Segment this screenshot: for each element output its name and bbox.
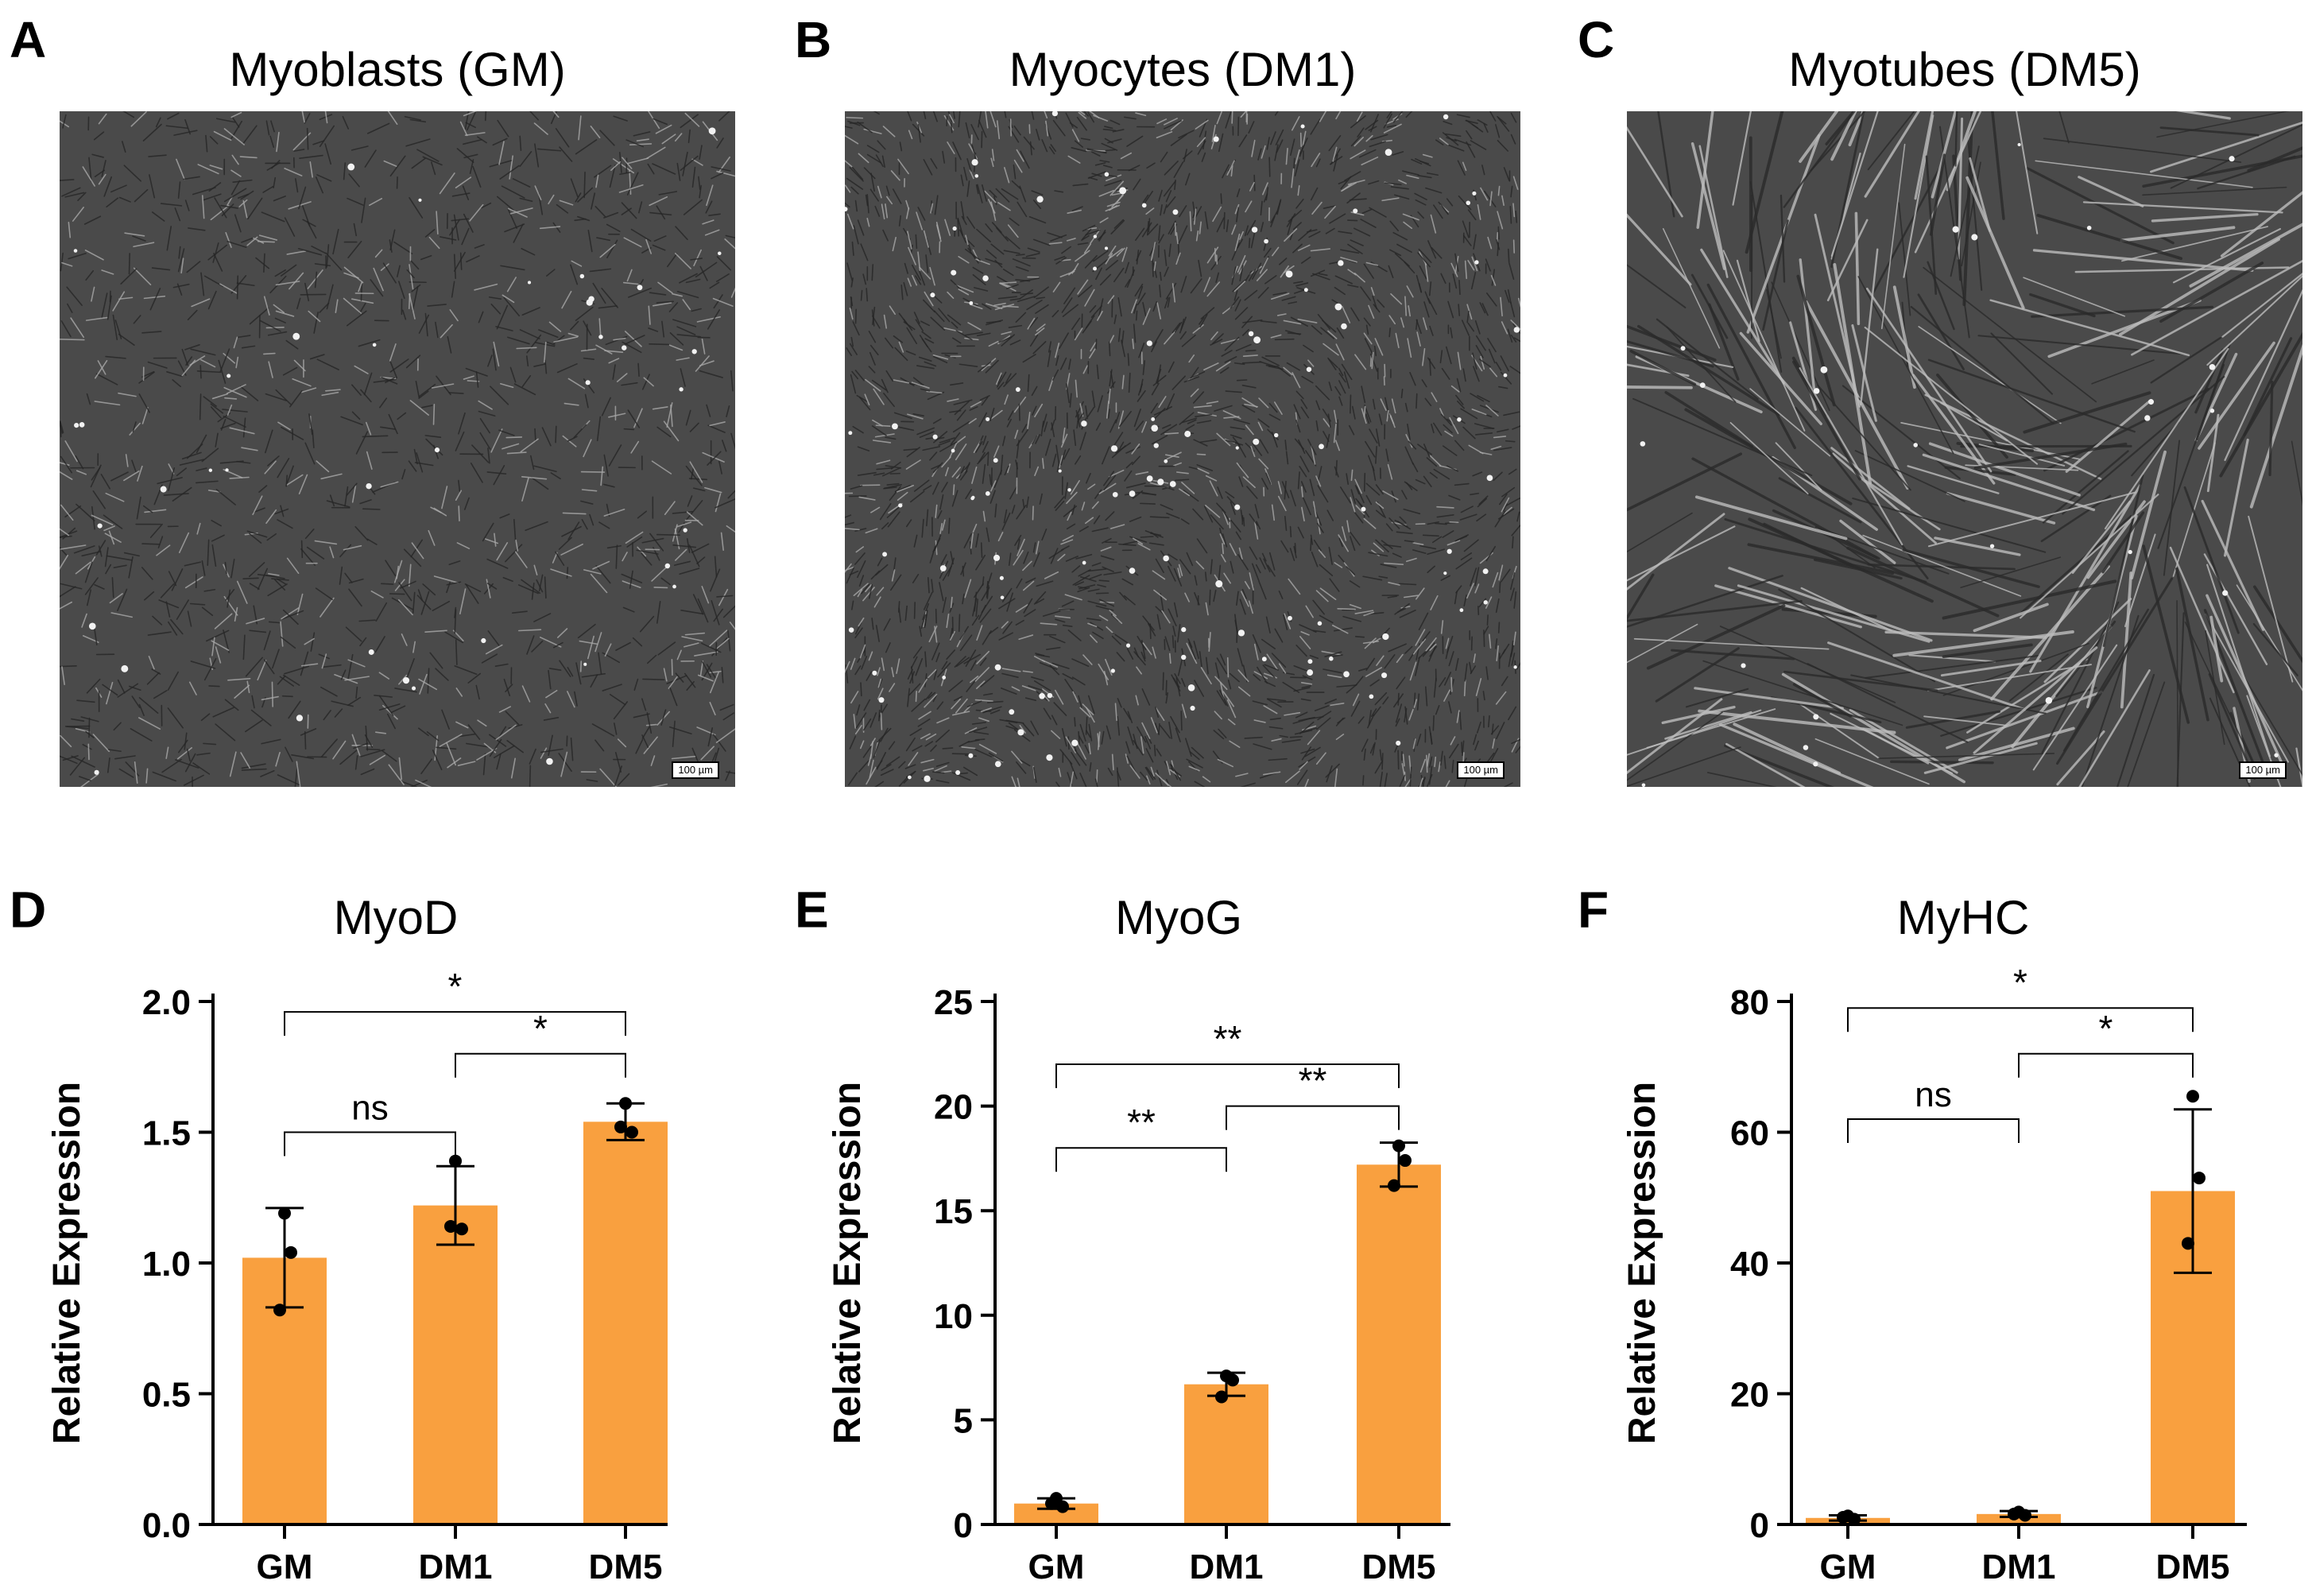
significance-label: ns (351, 1089, 388, 1128)
bar-charts: D MyoD Relative Expression 0.0 0.5 1.0 1.5 2.0 G… (10, 881, 2247, 1586)
significance-bracket (284, 1011, 626, 1036)
scale-bar: 100 µm (1457, 761, 1505, 779)
bar-dm5 (1357, 1164, 1441, 1524)
y-axis-label: Relative Expression (1621, 1082, 1663, 1444)
chart-title: MyoD (334, 891, 459, 944)
x-tick-label: GM (1820, 1548, 1876, 1586)
data-point (2182, 1237, 2194, 1250)
micrograph-title-c: Myotubes (DM5) (1788, 43, 2141, 96)
cell-texture (845, 111, 1520, 787)
data-point (1837, 1510, 1849, 1524)
data-point (1848, 1513, 1861, 1526)
panel-letter: E (795, 881, 829, 938)
significance-label: * (2099, 1008, 2113, 1049)
x-tick-label: DM1 (419, 1548, 493, 1586)
data-point (2186, 1090, 2199, 1103)
x-tick-label: DM1 (1190, 1548, 1264, 1586)
data-point (619, 1097, 632, 1110)
data-point (278, 1207, 291, 1220)
significance-label: ** (1299, 1060, 1327, 1102)
y-tick-label: 60 (1730, 1114, 1769, 1153)
data-point (1388, 1179, 1400, 1192)
micrograph-myocytes: 100 µm (845, 111, 1520, 787)
cell-texture (1627, 111, 2302, 787)
significance-label: ns (1915, 1075, 1951, 1114)
significance-bracket (1226, 1105, 1400, 1130)
y-tick-label: 1.0 (142, 1245, 191, 1284)
significance-bracket (1847, 1118, 2020, 1144)
significance-bracket (455, 1052, 626, 1078)
data-point (444, 1219, 457, 1233)
micrograph-title-b: Myocytes (DM1) (1009, 43, 1357, 96)
data-point (285, 1245, 297, 1259)
data-point (1399, 1154, 1412, 1168)
data-point (2008, 1507, 2020, 1520)
significance-label: * (533, 1008, 548, 1049)
panel-letter: F (1578, 881, 1609, 938)
significance-bracket (284, 1131, 456, 1156)
data-point (1045, 1497, 1058, 1510)
panel-letter-c: C (1578, 11, 1615, 68)
chart-myhc: F MyHC Relative Expression 0 20 40 60 80 GM DM1 DM… (1578, 881, 2247, 1586)
x-tick-label: DM5 (1362, 1548, 1436, 1586)
bar-dm1 (1184, 1384, 1268, 1524)
significance-bracket (1055, 1063, 1400, 1088)
significance-label: * (448, 966, 463, 1007)
micrograph-myoblasts: 100 µm (60, 111, 735, 787)
y-tick-label: 20 (934, 1088, 973, 1127)
data-point (2193, 1172, 2206, 1185)
panel-letter-b: B (795, 11, 832, 68)
y-tick-label: 0 (1750, 1506, 1769, 1545)
data-point (614, 1120, 627, 1133)
y-tick-label: 15 (934, 1192, 973, 1231)
chart-myog: E MyoG Relative Expression 0 5 10 15 20 25 GM DM1 D… (795, 881, 1450, 1586)
data-point (1056, 1500, 1069, 1513)
scale-bar: 100 µm (672, 761, 719, 779)
data-point (1226, 1373, 1239, 1387)
significance-bracket (2018, 1052, 2194, 1078)
data-point (455, 1222, 468, 1236)
y-tick-label: 25 (934, 983, 973, 1022)
data-point (1392, 1139, 1405, 1152)
y-tick-label: 2.0 (142, 983, 191, 1022)
data-point (625, 1125, 638, 1139)
significance-bracket (1847, 1007, 2194, 1032)
y-tick-label: 5 (954, 1401, 973, 1440)
significance-label: ** (1214, 1018, 1242, 1059)
x-tick-label: GM (1028, 1548, 1085, 1586)
x-tick-label: DM1 (1982, 1548, 2056, 1586)
y-axis-label: Relative Expression (46, 1082, 88, 1444)
data-point (2019, 1509, 2031, 1522)
x-tick-label: GM (257, 1548, 313, 1586)
y-tick-label: 80 (1730, 983, 1769, 1022)
significance-bracket (1055, 1147, 1227, 1172)
bar-dm5 (583, 1121, 668, 1524)
cell-texture (60, 111, 735, 787)
y-tick-label: 0 (954, 1506, 973, 1545)
y-tick-label: 0.0 (142, 1506, 191, 1545)
y-axis-label: Relative Expression (827, 1082, 869, 1444)
y-tick-label: 0.5 (142, 1376, 191, 1415)
micrograph-title-a: Myoblasts (GM) (229, 43, 566, 96)
data-point (273, 1304, 286, 1317)
bar-dm1 (1977, 1513, 2061, 1524)
panel-letter-a: A (10, 11, 47, 68)
micrograph-myotubes: 100 µm (1627, 111, 2302, 787)
bar-dm1 (413, 1205, 498, 1524)
scale-bar: 100 µm (2239, 761, 2287, 779)
chart-myod: D MyoD Relative Expression 0.0 0.5 1.0 1.5 2.0 G… (10, 881, 668, 1586)
data-point (1215, 1390, 1228, 1404)
y-tick-label: 40 (1730, 1245, 1769, 1284)
y-tick-label: 10 (934, 1297, 973, 1336)
chart-title: MyHC (1897, 891, 2030, 944)
chart-title: MyoG (1115, 891, 1242, 944)
y-tick-label: 20 (1730, 1376, 1769, 1415)
significance-label: * (2013, 962, 2027, 1003)
significance-label: ** (1127, 1102, 1156, 1143)
x-tick-label: DM5 (2156, 1548, 2230, 1586)
y-tick-label: 1.5 (142, 1114, 191, 1153)
x-tick-label: DM5 (589, 1548, 663, 1586)
data-point (449, 1154, 462, 1168)
panel-letter: D (10, 881, 46, 938)
